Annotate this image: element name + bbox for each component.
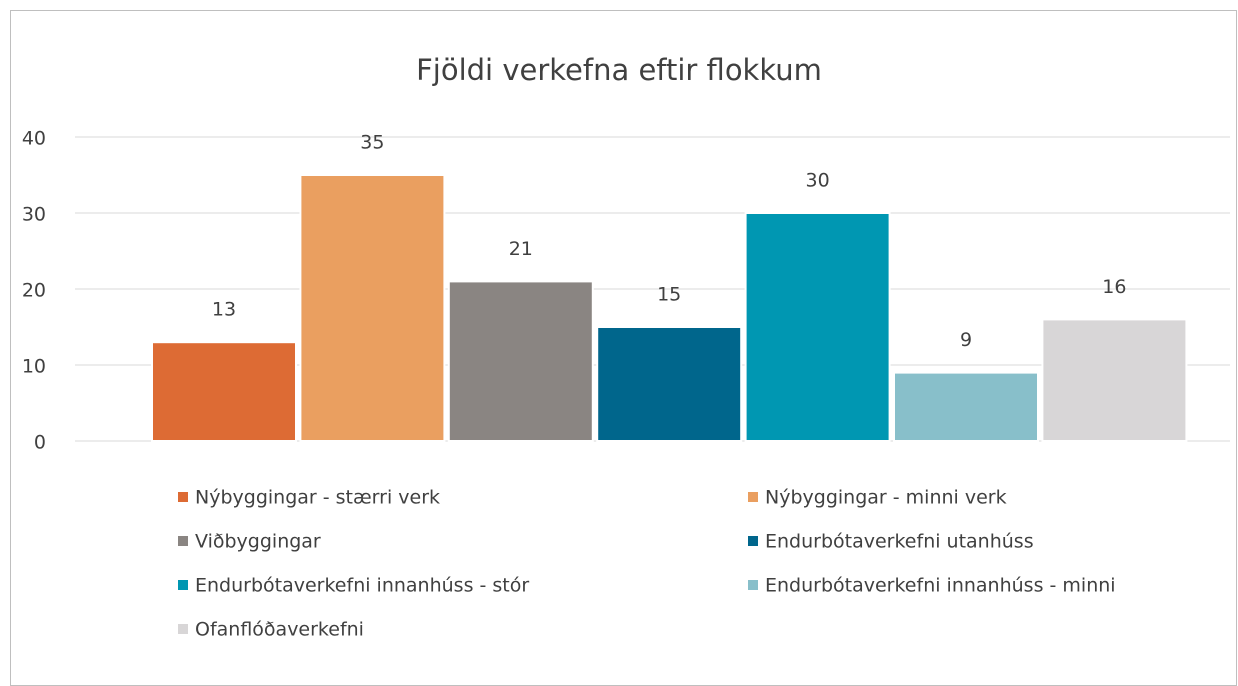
legend-swatch bbox=[748, 492, 758, 502]
legend-label: Endurbótaverkefni innanhúss - minni bbox=[765, 575, 1116, 597]
legend-swatch bbox=[748, 536, 758, 546]
legend-swatch bbox=[178, 624, 188, 634]
value-label: 30 bbox=[806, 170, 830, 192]
legend-swatch bbox=[178, 536, 188, 546]
bar bbox=[1041, 318, 1188, 442]
y-tick-label: 40 bbox=[22, 128, 46, 150]
y-tick-label: 0 bbox=[34, 432, 46, 454]
legend-label: Endurbótaverkefni utanhúss bbox=[765, 531, 1034, 553]
y-tick-label: 10 bbox=[22, 356, 46, 378]
value-label: 13 bbox=[212, 299, 236, 321]
legend-swatch bbox=[748, 580, 758, 590]
y-tick-label: 30 bbox=[22, 204, 46, 226]
legend-swatch bbox=[178, 580, 188, 590]
legend-swatch bbox=[178, 492, 188, 502]
legend-label: Viðbyggingar bbox=[195, 531, 321, 553]
value-label: 9 bbox=[960, 329, 972, 351]
bar bbox=[893, 371, 1039, 443]
legend-label: Ofanflóðaverkefni bbox=[195, 619, 364, 641]
bar bbox=[299, 174, 446, 442]
legend-label: Nýbyggingar - minni verk bbox=[765, 487, 1007, 509]
bar bbox=[447, 280, 594, 442]
chart-title: Fjöldi verkefna eftir flokkum bbox=[416, 53, 822, 87]
value-label: 21 bbox=[509, 238, 533, 260]
legend-label: Endurbótaverkefni innanhúss - stór bbox=[195, 575, 529, 597]
bar bbox=[151, 341, 297, 443]
value-label: 15 bbox=[657, 284, 681, 306]
value-label: 35 bbox=[360, 132, 384, 154]
value-label: 16 bbox=[1102, 276, 1126, 298]
bar bbox=[596, 326, 743, 442]
legend-label: Nýbyggingar - stærri verk bbox=[195, 487, 440, 509]
y-tick-label: 20 bbox=[22, 280, 46, 302]
bar bbox=[744, 212, 891, 442]
